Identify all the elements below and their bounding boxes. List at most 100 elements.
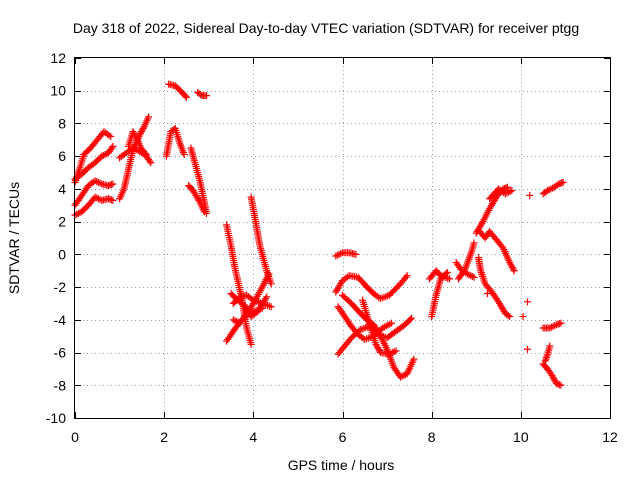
- series-arc-i: [194, 88, 211, 100]
- data-point-marker: [506, 313, 514, 321]
- data-point-marker: [506, 187, 514, 195]
- series-arc-ak: [541, 342, 554, 365]
- data-point-marker: [400, 371, 408, 379]
- series-arc-af: [486, 185, 516, 203]
- data-point-marker: [443, 268, 451, 276]
- data-point-marker: [231, 317, 239, 325]
- data-point-marker: [200, 208, 208, 216]
- data-point-marker: [181, 92, 189, 100]
- data-point-marker: [131, 145, 139, 153]
- series-arc-b: [71, 142, 117, 183]
- data-point-marker: [505, 188, 513, 196]
- data-point-marker: [133, 134, 141, 142]
- y-axis-label: SDTVAR / TECUs: [6, 182, 22, 294]
- data-point-marker: [504, 311, 512, 319]
- chart-title: Day 318 of 2022, Sidereal Day-to-day VTE…: [73, 20, 579, 36]
- series-arc-v: [334, 314, 416, 358]
- data-point-marker: [182, 93, 190, 101]
- data-point-marker: [446, 275, 453, 283]
- data-point-marker: [551, 322, 559, 330]
- x-axis-label: GPS time / hours: [288, 457, 395, 473]
- data-point-marker: [557, 319, 565, 327]
- data-point-marker: [139, 124, 147, 132]
- data-point-marker: [105, 131, 113, 139]
- series-arc-d: [71, 193, 117, 219]
- data-point-marker: [503, 189, 511, 197]
- y-tick-label: 6: [58, 148, 66, 164]
- data-point-marker: [408, 314, 416, 322]
- data-point-marker: [109, 196, 117, 204]
- data-point-marker: [524, 345, 532, 353]
- y-tick-label: -4: [54, 312, 67, 328]
- data-point-marker: [141, 149, 149, 157]
- x-tick-label: 4: [249, 429, 257, 445]
- data-point-marker: [99, 151, 107, 159]
- data-point-marker: [465, 271, 473, 279]
- y-tick-label: 12: [50, 50, 66, 66]
- data-point-marker: [332, 252, 340, 260]
- series-arc-ai: [539, 319, 565, 332]
- series-arc-l: [185, 182, 208, 216]
- series-arc-ae: [474, 226, 518, 275]
- data-point-marker: [96, 179, 104, 187]
- series-arc-m: [223, 221, 255, 348]
- series-arc-q: [227, 290, 271, 321]
- data-point-marker: [470, 273, 478, 281]
- data-point-marker: [94, 195, 102, 203]
- data-point-marker: [91, 193, 99, 201]
- data-point-marker: [467, 272, 475, 280]
- axis-ticks: [75, 58, 611, 419]
- data-point-marker: [142, 151, 150, 159]
- data-point-marker: [197, 91, 205, 99]
- data-point-marker: [247, 340, 255, 348]
- plot-frame: [74, 57, 611, 419]
- data-point-marker: [267, 303, 275, 311]
- data-point-marker: [478, 219, 486, 227]
- data-point-marker: [546, 342, 554, 350]
- data-point-marker: [352, 250, 360, 258]
- data-point-marker: [267, 280, 275, 288]
- data-point-marker: [98, 152, 106, 160]
- data-point-marker: [263, 293, 271, 301]
- y-tick-label: -6: [54, 345, 67, 361]
- series-arc-f: [116, 144, 155, 167]
- data-point-marker: [388, 319, 396, 327]
- data-point-marker: [547, 323, 555, 331]
- y-tick-label: 0: [58, 246, 66, 262]
- data-point-marker: [546, 324, 554, 332]
- data-point-marker: [509, 265, 517, 273]
- data-point-marker: [337, 250, 345, 258]
- data-point-marker: [108, 144, 116, 152]
- data-point-marker: [398, 372, 406, 380]
- data-point-marker: [508, 187, 516, 195]
- data-point-marker: [410, 355, 418, 363]
- data-point-marker: [389, 349, 397, 357]
- data-point-marker: [460, 267, 468, 275]
- series-arc-t: [332, 272, 411, 303]
- data-point-marker: [93, 194, 101, 202]
- series-arc-c: [71, 177, 117, 209]
- data-point-marker: [335, 250, 343, 258]
- data-points: [71, 80, 567, 389]
- data-point-marker: [402, 273, 410, 281]
- data-point-marker: [234, 318, 242, 326]
- series-arc-ad: [472, 183, 511, 237]
- data-point-marker: [74, 209, 82, 217]
- x-tick-label: 12: [602, 429, 618, 445]
- data-point-marker: [510, 267, 518, 275]
- data-point-marker: [146, 157, 154, 165]
- y-tick-labels: -10 -8 -6 -4 -2 0 2 4 6 8 10 12: [46, 50, 66, 426]
- data-point-marker: [501, 190, 509, 198]
- data-point-marker: [526, 191, 534, 199]
- x-tick-label: 8: [428, 429, 436, 445]
- y-tick-label: -10: [46, 410, 66, 426]
- data-point-marker: [203, 92, 211, 100]
- y-tick-label: -8: [54, 377, 67, 393]
- series-arc-ah: [539, 178, 567, 198]
- x-tick-label: 2: [160, 429, 168, 445]
- series-arc-aj: [539, 360, 565, 389]
- data-point-marker: [559, 178, 567, 186]
- series-arc-j: [162, 124, 188, 160]
- y-tick-label: -2: [54, 279, 67, 295]
